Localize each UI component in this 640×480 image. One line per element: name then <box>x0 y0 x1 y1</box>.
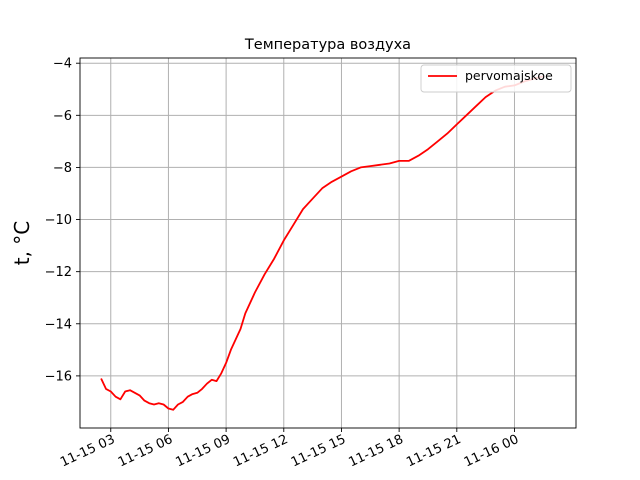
legend-box <box>420 64 572 93</box>
y-tick-label: −12 <box>45 265 72 280</box>
y-tick-label: −8 <box>53 161 72 176</box>
legend: pervomajskoe <box>420 64 572 93</box>
y-tick-label: −16 <box>45 369 72 384</box>
series-line-pervomajskoe <box>100 75 544 411</box>
plot-frame <box>79 57 577 429</box>
series-layer <box>100 75 544 411</box>
y-axis-label: t, °C <box>10 221 34 266</box>
y-tick-label: −4 <box>53 57 72 72</box>
chart-title: Температура воздуха <box>244 37 411 53</box>
legend-label-pervomajskoe: pervomajskoe <box>465 68 553 83</box>
y-tick-label: −14 <box>45 317 72 332</box>
y-tick-label: −10 <box>45 213 72 228</box>
y-tick-label: −6 <box>53 109 72 124</box>
y-axis: −16 −14 −12 −10 −8 −6 −4 <box>45 57 80 384</box>
grid-lines <box>80 58 576 428</box>
